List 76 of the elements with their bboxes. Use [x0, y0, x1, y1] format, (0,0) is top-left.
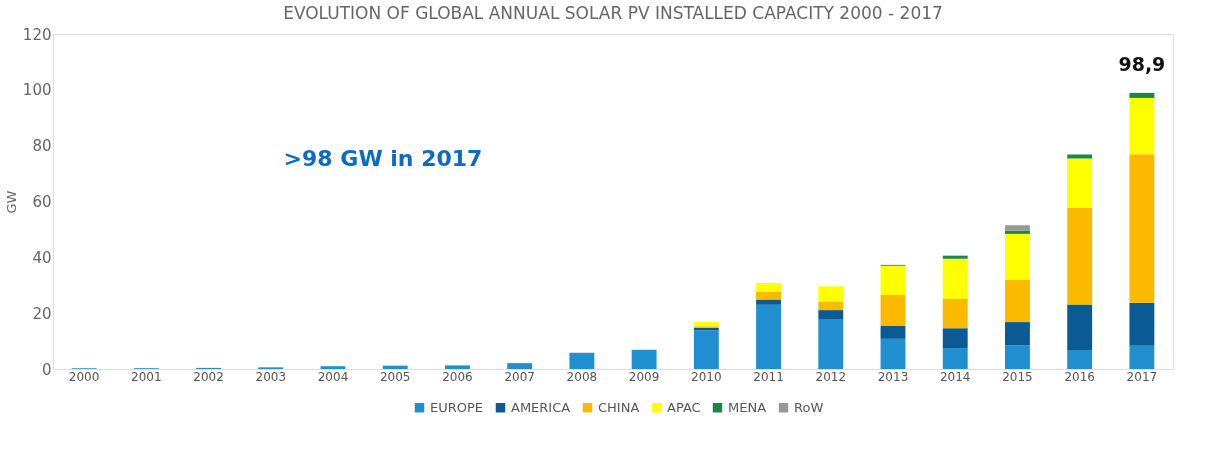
legend-label: RoW [794, 399, 824, 415]
x-tick-label: 2015 [1002, 369, 1033, 384]
bar [1067, 350, 1093, 369]
x-tick-label: 2005 [379, 369, 411, 384]
bar [1005, 225, 1030, 231]
legend-label: AMERICA [511, 399, 571, 415]
bar [880, 338, 906, 369]
bar [1067, 158, 1093, 208]
x-tick-label: 2007 [504, 369, 535, 384]
bar [942, 255, 968, 259]
bar [445, 365, 470, 369]
bar [880, 295, 906, 327]
bar [1067, 207, 1093, 305]
x-tick-label: 2010 [691, 369, 722, 384]
x-tick-label: 2001 [131, 369, 162, 384]
x-tick-label: 2011 [753, 369, 784, 384]
bar [942, 328, 968, 349]
bar [1129, 92, 1155, 98]
legend-label: MENA [728, 399, 767, 415]
y-tick-label: 60 [32, 193, 52, 211]
x-tick-label: 2016 [1064, 369, 1095, 384]
bar [818, 301, 844, 311]
bar [1005, 345, 1030, 369]
x-tick-label: 2014 [939, 369, 971, 384]
bar [1129, 154, 1155, 303]
legend-label: EUROPE [430, 399, 484, 415]
bar [818, 319, 844, 369]
legend-label: CHINA [598, 399, 640, 415]
bar [1129, 97, 1155, 155]
bar [1067, 304, 1093, 351]
bar [818, 310, 844, 320]
chart-title: EVOLUTION OF GLOBAL ANNUAL SOLAR PV INSTALLED CAPACITY 2000 - 2017 [283, 3, 943, 23]
bar [756, 283, 781, 292]
bar [1005, 230, 1030, 234]
y-axis-title: GW [3, 190, 19, 214]
y-tick-label: 20 [32, 304, 52, 323]
x-tick-label: 2000 [68, 369, 100, 384]
bar [942, 348, 968, 369]
x-tick-label: 2008 [566, 369, 598, 384]
bar [818, 286, 844, 302]
bar [1005, 279, 1030, 323]
total-label: 98,9 [1118, 52, 1166, 75]
x-tick-label: 2017 [1126, 369, 1158, 384]
y-tick-label: 120 [22, 25, 52, 44]
x-tick-label: 2004 [317, 369, 349, 384]
y-tick-label: 0 [41, 360, 52, 379]
annotation: >98 GW in 2017 [283, 146, 483, 171]
bar [1005, 233, 1030, 280]
bar [756, 299, 781, 305]
bar [320, 366, 346, 369]
bar [507, 363, 533, 369]
bar [756, 304, 781, 369]
y-tick-label: 80 [32, 137, 52, 156]
bar [1005, 322, 1030, 346]
legend-label: APAC [667, 399, 701, 415]
x-tick-label: 2012 [815, 369, 847, 384]
x-tick-label: 2013 [877, 369, 909, 384]
bar [382, 365, 408, 369]
bar [1129, 302, 1155, 346]
bar [880, 326, 906, 339]
bar [1129, 345, 1155, 369]
bar [631, 350, 657, 369]
x-tick-label: 2006 [442, 369, 473, 384]
bar [942, 258, 968, 299]
y-tick-label: 40 [32, 248, 52, 267]
x-tick-label: 2002 [193, 369, 224, 384]
bar [693, 330, 719, 369]
y-tick-label: 100 [22, 81, 52, 100]
bar [880, 265, 906, 296]
x-tick-label: 2003 [255, 369, 287, 384]
bar [942, 298, 968, 329]
bar [693, 322, 719, 327]
bar [756, 291, 781, 300]
bar [1067, 154, 1093, 159]
bar [569, 353, 595, 369]
x-tick-label: 2009 [628, 369, 660, 384]
